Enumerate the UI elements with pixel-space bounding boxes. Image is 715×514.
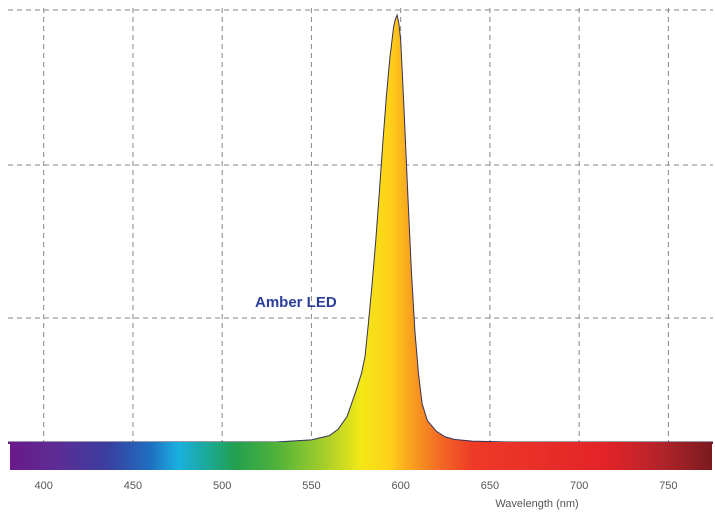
x-tick-label: 500 xyxy=(213,480,231,492)
x-tick-label: 400 xyxy=(35,480,53,492)
x-tick-label: 450 xyxy=(124,480,142,492)
amber-led-annotation: Amber LED xyxy=(255,294,337,311)
amber-led-peak-fill xyxy=(8,15,713,444)
x-tick-label: 550 xyxy=(302,480,320,492)
x-tick-label: 700 xyxy=(570,480,588,492)
x-axis-label: Wavelength (nm) xyxy=(495,498,578,510)
amber-led-spectrum-curve xyxy=(8,13,713,443)
x-tick-label: 750 xyxy=(659,480,677,492)
x-axis-ticks: 400 450 500 550 600 650 700 750 xyxy=(35,480,678,492)
x-tick-label: 650 xyxy=(481,480,499,492)
x-tick-label: 600 xyxy=(391,480,409,492)
visible-spectrum-band xyxy=(10,442,712,470)
